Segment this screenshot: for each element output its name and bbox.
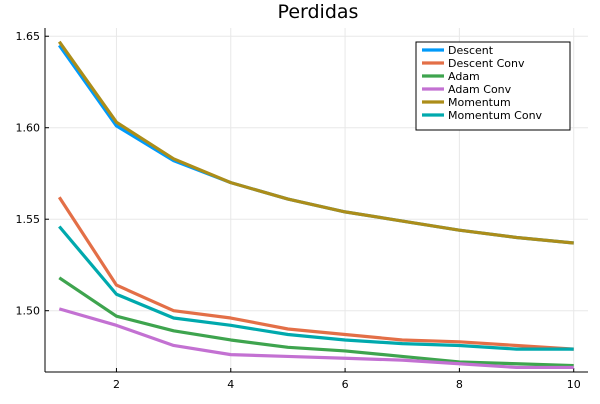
y-tick-label: 1.65 [16,30,41,43]
x-tick-label: 4 [227,378,234,391]
series-lines [57,40,574,370]
legend-label-momentum-conv: Momentum Conv [448,109,543,122]
y-tick-label: 1.50 [16,305,41,318]
x-tick-label: 2 [113,378,120,391]
tick-labels: 2 4 6 8 10 1.50 1.55 1.60 1.65 [16,30,581,391]
legend-label-momentum: Momentum [448,96,511,109]
axes [44,28,588,373]
y-tick-label: 1.60 [16,122,41,135]
legend-label-descent: Descent [448,44,494,57]
legend-label-adam: Adam [448,70,480,83]
series-line-momentum-conv [58,225,574,351]
series-line-adam [58,276,574,368]
y-tick-label: 1.55 [16,213,41,226]
series-line-adam-conv [58,307,574,370]
series-line-descent-conv [57,196,574,351]
legend-label-descent-conv: Descent Conv [448,57,525,70]
series-line-momentum [57,40,574,245]
chart-title: Perdidas [278,1,359,23]
x-tick-label: 10 [567,378,581,391]
grid [45,28,588,372]
x-tick-label: 8 [456,378,463,391]
x-tick-label: 6 [342,378,349,391]
legend-label-adam-conv: Adam Conv [448,83,512,96]
